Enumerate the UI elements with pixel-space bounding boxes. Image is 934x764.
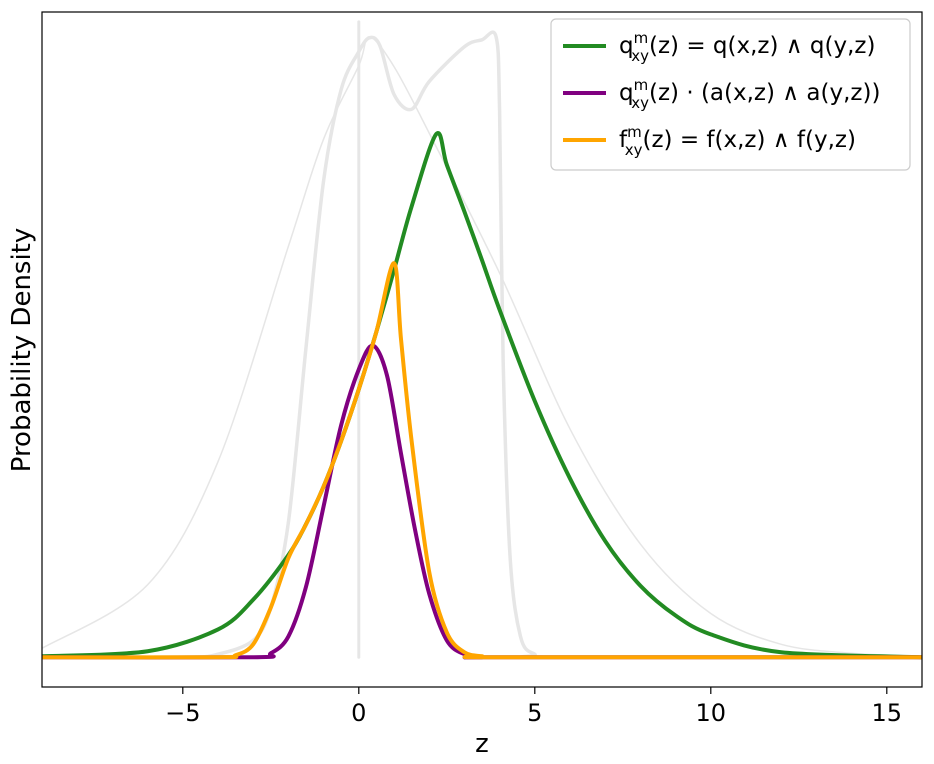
legend-entry: fm xy(z) = f(x,z) ∧ f(y,z) [619,123,856,159]
x-tick-label: −5 [165,699,200,727]
series-group [42,20,922,660]
x-tick-label: 5 [527,699,542,727]
legend-entry: qm xy(z) = q(x,z) ∧ q(y,z) [619,29,875,65]
legend: qm xy(z) = q(x,z) ∧ q(y,z) qm xy(z) · (a(x,… [550,18,911,171]
series-layer [42,20,922,660]
y-axis-label: Probability Density [7,228,37,473]
background-curve-3 [42,36,922,657]
x-tick-label: 0 [351,699,366,727]
plot-frame [41,11,923,688]
x-tick-label: 10 [696,699,727,727]
series-line-2 [42,261,922,660]
x-axis-label: z [475,729,489,759]
legend-box [550,18,911,171]
ticks-layer: −5 0 5 10 15 [165,687,902,727]
legend-entry: qm xy(z) · (a(x,z) ∧ a(y,z)) [619,76,880,112]
x-tick-label: 15 [872,699,903,727]
